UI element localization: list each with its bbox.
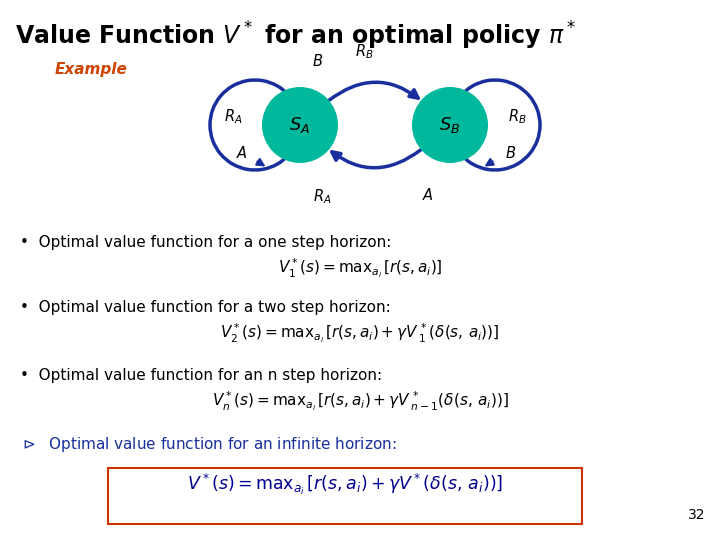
Text: Example: Example: [55, 62, 128, 77]
Text: $S_B$: $S_B$: [439, 115, 461, 135]
Text: $R_A$: $R_A$: [223, 107, 242, 126]
Text: •  Optimal value function for a two step horizon:: • Optimal value function for a two step …: [20, 300, 391, 315]
Text: $R_A$: $R_A$: [312, 187, 331, 206]
Text: $V^*_n(s) = \mathrm{max}_{a_i}\,[r(s,a_i) + \gamma V\,_{n-1}^*(\delta(s,\, a_i)): $V^*_n(s) = \mathrm{max}_{a_i}\,[r(s,a_i…: [212, 390, 508, 413]
Text: $A$: $A$: [422, 187, 434, 203]
Text: $A$: $A$: [236, 145, 248, 161]
Text: $R_B$: $R_B$: [508, 107, 526, 126]
Text: •  Optimal value function for a one step horizon:: • Optimal value function for a one step …: [20, 235, 392, 250]
Text: Value Function $V^*$ for an optimal policy $\pi^*$: Value Function $V^*$ for an optimal poli…: [15, 20, 576, 52]
Text: $V^*_2(s) = \mathrm{max}_{a_i}\,[r(s,a_i) + \gamma V\,_1^*(\delta(s,\, a_i))]$: $V^*_2(s) = \mathrm{max}_{a_i}\,[r(s,a_i…: [220, 322, 500, 345]
Circle shape: [412, 87, 488, 163]
Text: 32: 32: [688, 508, 705, 522]
FancyBboxPatch shape: [108, 468, 582, 524]
Text: $S_A$: $S_A$: [289, 115, 310, 135]
Text: •  Optimal value function for an n step horizon:: • Optimal value function for an n step h…: [20, 368, 382, 383]
Text: $V^*(s) = \mathrm{max}_{a_i}\,[r(s,a_i) + \gamma V^*(\delta(s,\, a_i))]$: $V^*(s) = \mathrm{max}_{a_i}\,[r(s,a_i) …: [186, 472, 503, 497]
Text: $R_B$: $R_B$: [355, 42, 374, 61]
Text: $V^*_1(s) = \mathrm{max}_{a_i}\,[r(s,a_i)]$: $V^*_1(s) = \mathrm{max}_{a_i}\,[r(s,a_i…: [278, 257, 442, 280]
Text: $B$: $B$: [312, 53, 323, 69]
Text: $B$: $B$: [505, 145, 516, 161]
Circle shape: [262, 87, 338, 163]
Text: $\vartriangleright$  Optimal value function for an infinite horizon:: $\vartriangleright$ Optimal value functi…: [20, 435, 397, 454]
